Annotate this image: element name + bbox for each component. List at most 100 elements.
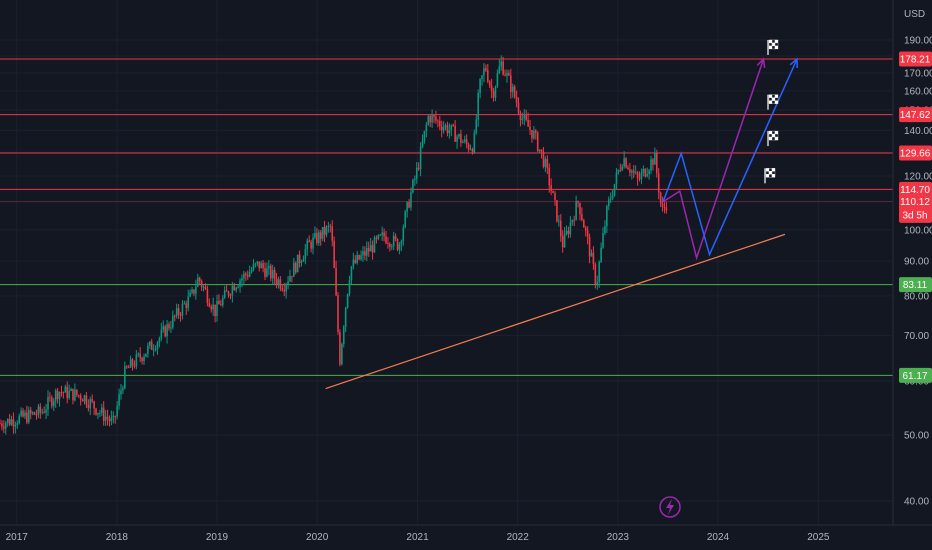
candle-body bbox=[325, 226, 328, 235]
flag-square bbox=[765, 171, 770, 175]
candle-body bbox=[110, 417, 113, 422]
candle-body bbox=[166, 324, 168, 337]
candle-body bbox=[523, 115, 526, 119]
candle-body bbox=[125, 366, 128, 368]
candle-body bbox=[529, 126, 531, 130]
candle-body bbox=[60, 392, 63, 394]
flag-square bbox=[774, 130, 779, 135]
flag-square bbox=[771, 94, 776, 98]
candle-body bbox=[0, 423, 1, 425]
candle-body bbox=[617, 169, 620, 173]
candle-body bbox=[631, 170, 633, 173]
year-tick-label: 2017 bbox=[6, 532, 29, 543]
candle-body bbox=[173, 315, 176, 317]
candle-body bbox=[139, 353, 141, 358]
candle-body bbox=[85, 395, 88, 405]
level-price-tag-bg bbox=[899, 181, 932, 197]
candle-body bbox=[212, 304, 214, 310]
candle-body bbox=[494, 86, 497, 98]
year-tick-label: 2019 bbox=[206, 532, 229, 543]
candle-body bbox=[300, 261, 303, 264]
currency-label: USD bbox=[904, 9, 925, 20]
candle-body bbox=[302, 259, 305, 262]
candle-body bbox=[133, 365, 136, 367]
flag-square bbox=[771, 136, 776, 141]
candle-body bbox=[24, 412, 26, 417]
candle-body bbox=[269, 265, 272, 279]
candle-body bbox=[114, 415, 117, 417]
candle-body bbox=[66, 386, 69, 399]
candle-body bbox=[433, 115, 435, 117]
candle-body bbox=[410, 192, 412, 208]
flag-square bbox=[771, 42, 776, 47]
candle-body bbox=[189, 292, 191, 297]
candle-body bbox=[638, 178, 641, 180]
candle-body bbox=[319, 232, 322, 239]
candle-body bbox=[308, 240, 310, 243]
candle-body bbox=[552, 190, 554, 193]
candle-body bbox=[581, 214, 583, 221]
level-price-tag: 147.62 bbox=[900, 110, 931, 121]
candle-body bbox=[652, 159, 654, 165]
candle-body bbox=[381, 232, 383, 235]
year-tick-label: 2021 bbox=[406, 532, 429, 543]
candle-body bbox=[661, 203, 664, 207]
candle-body bbox=[627, 167, 629, 170]
candle-body bbox=[573, 220, 576, 221]
candle-body bbox=[197, 277, 199, 287]
candle-body bbox=[248, 271, 251, 277]
candle-body bbox=[533, 130, 535, 139]
candle-body bbox=[195, 286, 197, 294]
flag-square bbox=[771, 168, 776, 172]
candle-body bbox=[122, 388, 124, 391]
candle-body bbox=[256, 261, 259, 264]
candle-body bbox=[266, 268, 268, 277]
candle-body bbox=[636, 172, 639, 179]
candle-body bbox=[550, 185, 552, 191]
lightning-icon[interactable] bbox=[659, 496, 681, 518]
candle-body bbox=[606, 206, 608, 227]
candle-body bbox=[663, 206, 666, 208]
candle-body bbox=[58, 392, 61, 400]
flag-square bbox=[774, 39, 779, 44]
candle-body bbox=[559, 220, 562, 237]
candle-body bbox=[654, 152, 656, 165]
candle-body bbox=[76, 389, 78, 395]
candle-body bbox=[538, 149, 541, 151]
level-price-tag-bg bbox=[899, 145, 932, 161]
candle-body bbox=[485, 68, 487, 71]
candle-body bbox=[341, 343, 343, 365]
candle-body bbox=[486, 70, 489, 82]
flag-square bbox=[768, 168, 773, 172]
candle-body bbox=[237, 286, 239, 288]
year-tick-label: 2025 bbox=[807, 532, 830, 543]
checkered-flag-icon bbox=[767, 39, 779, 55]
level-price-tag: 61.17 bbox=[902, 371, 927, 382]
candle-body bbox=[6, 418, 9, 424]
candle-body bbox=[625, 158, 627, 168]
candle-body bbox=[41, 411, 44, 413]
checkered-flag-icon bbox=[767, 94, 779, 110]
candle-body bbox=[607, 199, 610, 207]
candle-body bbox=[156, 342, 159, 350]
price-tick-label: 50.00 bbox=[904, 430, 929, 441]
candle-body bbox=[429, 116, 431, 123]
candle-body bbox=[521, 118, 524, 120]
candle-body bbox=[287, 281, 289, 285]
last-price-tag-bg bbox=[899, 193, 932, 223]
candle-body bbox=[35, 414, 38, 416]
candle-body bbox=[124, 366, 126, 389]
candle-body bbox=[510, 75, 512, 93]
candle-body bbox=[52, 400, 55, 406]
candle-body bbox=[415, 167, 418, 179]
candle-body bbox=[548, 167, 551, 186]
time-axis[interactable]: 2017 2018 2019 2020 2021 2022 2023 2024 2025 bbox=[6, 532, 830, 543]
candle-body bbox=[508, 73, 510, 76]
candle-body bbox=[150, 341, 153, 350]
candle-body bbox=[481, 75, 483, 80]
candle-body bbox=[655, 152, 658, 174]
flag-square bbox=[771, 45, 776, 50]
candle-body bbox=[246, 275, 249, 277]
candle-body bbox=[479, 79, 481, 93]
